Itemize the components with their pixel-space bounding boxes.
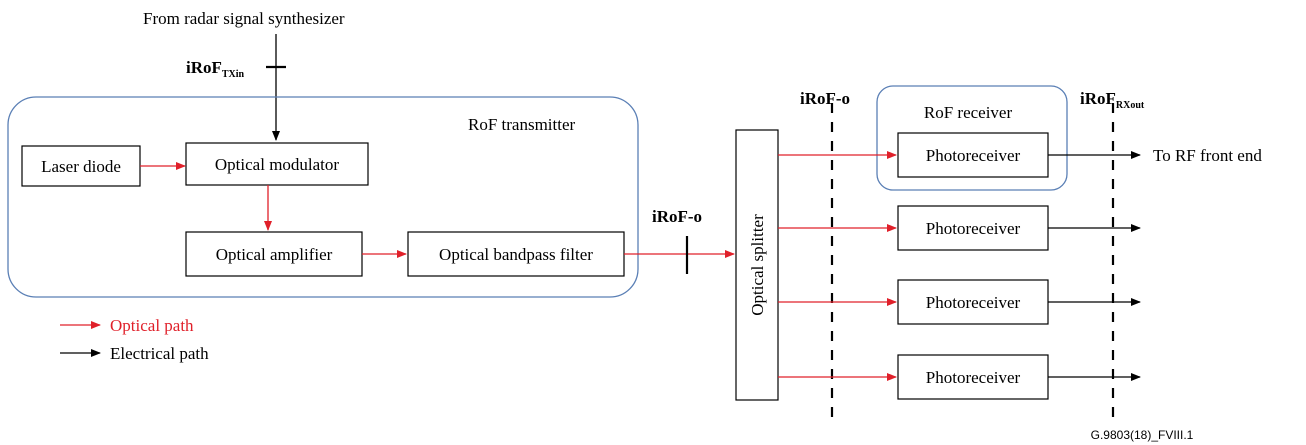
optical-bandpass-filter-label: Optical bandpass filter — [439, 245, 593, 264]
photoreceiver-label-4: Photoreceiver — [926, 368, 1021, 387]
photoreceiver-block-3 — [897, 279, 1049, 325]
optical-amplifier-label: Optical amplifier — [216, 245, 333, 264]
photoreceiver-block-2 — [897, 205, 1049, 251]
laser-diode-block — [21, 145, 141, 187]
iroffo-label: iRoF-o — [652, 207, 702, 226]
output-label: To RF front end — [1153, 146, 1262, 165]
iroftxin-label: iRoFTXin — [186, 58, 245, 80]
rof-receiver-group — [876, 85, 1068, 191]
iroftrxout-main: iRoF — [1080, 89, 1116, 108]
rof-transmitter-group — [7, 96, 639, 298]
optical-modulator-label: Optical modulator — [215, 155, 340, 174]
photoreceiver-label-3: Photoreceiver — [926, 293, 1021, 312]
iroffo-label-2: iRoF-o — [800, 89, 850, 108]
photoreceiver-label-1: Photoreceiver — [926, 146, 1021, 165]
optical-modulator-block — [185, 142, 369, 186]
iroftxin-sub: TXin — [222, 69, 245, 80]
iroftrxout-sub: RXout — [1116, 100, 1145, 111]
figure-id: G.9803(18)_FVIII.1 — [1091, 428, 1194, 442]
legend-optical-label: Optical path — [110, 316, 194, 335]
optical-splitter-block — [735, 129, 779, 401]
optical-splitter-label: Optical splitter — [748, 214, 767, 316]
legend-electrical-label: Electrical path — [110, 344, 209, 363]
rof-receiver-label: RoF receiver — [924, 103, 1013, 122]
laser-diode-label: Laser diode — [41, 157, 121, 176]
iroftrxout-label: iRoFRXout — [1080, 89, 1145, 111]
photoreceiver-block-1 — [897, 132, 1049, 178]
photoreceiver-label-2: Photoreceiver — [926, 219, 1021, 238]
iroftxin-main: iRoF — [186, 58, 222, 77]
source-label: From radar signal synthesizer — [143, 9, 345, 28]
rof-transmitter-label: RoF transmitter — [468, 115, 576, 134]
